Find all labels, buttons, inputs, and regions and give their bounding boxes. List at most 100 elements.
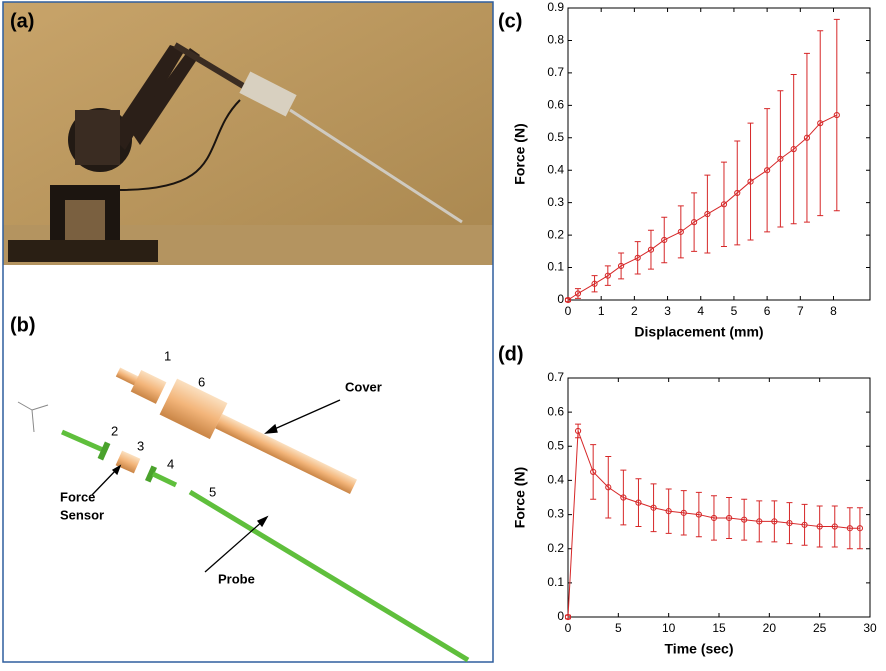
data-point <box>677 228 684 235</box>
data-point <box>704 210 711 218</box>
y-tick-label: 0.6 <box>547 98 564 112</box>
y-tick-label: 0.5 <box>547 130 564 144</box>
error-bar <box>831 505 838 548</box>
data-point <box>591 280 598 287</box>
data-point <box>741 516 748 523</box>
error-bar <box>764 108 771 233</box>
error-bar <box>635 478 642 528</box>
y-tick-label: 0.7 <box>547 370 564 384</box>
part-number: 1 <box>164 348 171 363</box>
x-tick-label: 3 <box>664 304 671 318</box>
part-number: 2 <box>111 423 118 438</box>
part-number: 3 <box>137 438 144 453</box>
x-tick-label: 5 <box>615 621 622 635</box>
x-tick-label: 15 <box>712 621 726 635</box>
error-bar <box>665 488 672 534</box>
x-tick-label: 8 <box>830 304 837 318</box>
data-point <box>777 155 784 162</box>
error-bar <box>817 30 824 217</box>
data-point <box>747 178 754 185</box>
x-tick-label: 1 <box>598 304 605 318</box>
data-point <box>604 272 611 279</box>
data-point <box>665 508 672 515</box>
data-point <box>564 613 572 621</box>
error-bar <box>605 456 612 519</box>
x-tick-label: 25 <box>813 621 827 635</box>
plot-frame <box>567 377 871 618</box>
y-axis-label: Force (N) <box>512 467 528 528</box>
data-point <box>620 494 627 501</box>
error-bar <box>777 90 784 228</box>
error-bar <box>816 505 823 548</box>
x-tick-label: 20 <box>763 621 777 635</box>
error-bar <box>720 161 727 247</box>
y-tick-label: 0.1 <box>547 575 564 589</box>
y-tick-label: 0.2 <box>547 541 564 555</box>
error-bar <box>786 502 793 545</box>
x-tick-label: 0 <box>565 304 572 318</box>
x-tick-label: 4 <box>697 304 704 318</box>
error-bar <box>833 18 840 212</box>
data-point <box>617 262 625 270</box>
y-tick-label: 0.4 <box>547 473 564 487</box>
data-point <box>574 427 582 435</box>
x-tick-label: 2 <box>631 304 638 318</box>
panel-label: (b) <box>10 314 36 336</box>
error-bar <box>704 174 711 254</box>
y-tick-label: 0.2 <box>547 227 564 241</box>
y-tick-label: 0.5 <box>547 438 564 452</box>
x-tick-label: 10 <box>662 621 676 635</box>
sensor-label: Force <box>60 489 95 504</box>
error-bar <box>741 498 748 541</box>
y-tick-label: 0.3 <box>547 507 564 521</box>
x-tick-label: 0 <box>565 621 572 635</box>
y-tick-label: 0.9 <box>547 0 564 14</box>
data-point <box>650 504 657 511</box>
data-point <box>635 499 642 506</box>
data-point <box>691 219 698 226</box>
data-point <box>634 254 641 261</box>
data-point <box>564 296 572 304</box>
data-point <box>764 167 771 174</box>
data-point <box>734 189 741 197</box>
sensor-label: Sensor <box>60 507 104 522</box>
y-tick-label: 0.8 <box>547 33 564 47</box>
error-bar <box>803 52 810 223</box>
data-point <box>833 111 840 119</box>
data-point <box>605 484 612 491</box>
error-bar <box>801 503 808 546</box>
error-bar <box>734 140 741 246</box>
data-point <box>786 520 793 527</box>
error-bar <box>680 490 687 536</box>
panel-frame <box>2 1 494 663</box>
error-bar <box>618 252 625 280</box>
data-point <box>756 518 763 525</box>
error-bar <box>846 507 853 550</box>
arrows <box>91 399 341 573</box>
error-bar <box>771 500 778 543</box>
data-point <box>574 290 582 297</box>
x-axis-label: Displacement (mm) <box>634 324 763 340</box>
y-tick-label: 0.4 <box>547 162 564 176</box>
part-number: 6 <box>198 374 205 389</box>
data-point <box>771 518 778 525</box>
error-bar <box>677 205 684 259</box>
data-point <box>647 246 655 253</box>
probe-label: Probe <box>218 571 255 586</box>
cover-label: Cover <box>345 379 382 394</box>
x-tick-label: 6 <box>764 304 771 318</box>
part-number: 5 <box>209 484 216 499</box>
error-bar <box>590 444 597 500</box>
error-bar <box>634 241 641 275</box>
error-bar <box>574 288 581 299</box>
y-tick-label: 0.3 <box>547 195 564 209</box>
error-bar <box>661 216 668 264</box>
sensor-parts <box>17 401 470 663</box>
error-bar <box>756 500 763 543</box>
data-point <box>695 511 702 518</box>
error-bar <box>747 122 754 241</box>
photo: (a) <box>3 2 493 265</box>
error-bar <box>591 275 598 293</box>
cover-parts <box>115 367 357 495</box>
